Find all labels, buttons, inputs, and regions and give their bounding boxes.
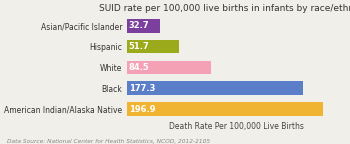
Bar	[127, 61, 211, 74]
Text: Data Source: National Center for Health Statistics, NCOD, 2012-2105: Data Source: National Center for Health …	[7, 139, 210, 144]
Text: 196.9: 196.9	[129, 105, 155, 113]
Bar	[127, 81, 303, 95]
Text: 51.7: 51.7	[129, 42, 149, 51]
Bar	[127, 40, 178, 53]
Text: 32.7: 32.7	[129, 21, 149, 30]
Title: SUID rate per 100,000 live births in infants by race/ethnicity: SUID rate per 100,000 live births in inf…	[99, 4, 350, 13]
Text: 177.3: 177.3	[129, 84, 155, 93]
X-axis label: Death Rate Per 100,000 Live Births: Death Rate Per 100,000 Live Births	[169, 122, 304, 131]
Text: 84.5: 84.5	[129, 63, 149, 72]
Bar	[127, 102, 323, 116]
Bar	[127, 19, 160, 33]
